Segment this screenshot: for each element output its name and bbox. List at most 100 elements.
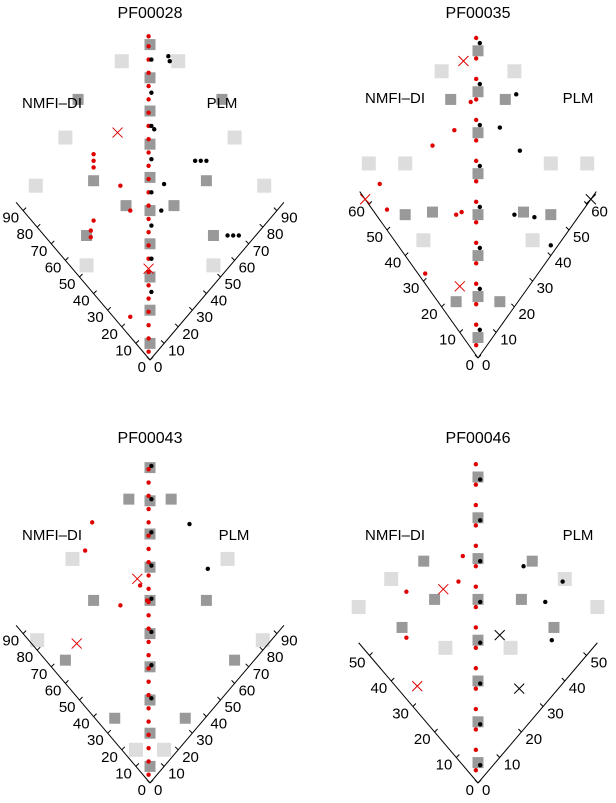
contact-point: [404, 589, 409, 594]
contact-cell: [200, 175, 212, 187]
contact-cell: [179, 712, 191, 724]
contact-cell: [445, 93, 457, 105]
tick-label: 50: [573, 229, 590, 246]
contact-point: [225, 233, 230, 238]
contact-point: [146, 322, 151, 328]
contact-cell: [515, 593, 527, 605]
contact-cell: [399, 209, 411, 221]
contact-point: [473, 35, 479, 41]
contact-cell: [206, 258, 221, 273]
contact-point: [473, 768, 479, 773]
tick-label: 0: [154, 359, 162, 376]
contact-point: [477, 681, 483, 686]
tick-label: 60: [348, 203, 365, 220]
contact-point: [473, 686, 479, 691]
contact-cell: [526, 555, 538, 567]
contact-point: [549, 638, 554, 643]
contact-point: [236, 233, 242, 238]
contact-point: [477, 81, 483, 87]
contact-point: [146, 150, 151, 155]
tick-label: 30: [196, 732, 213, 749]
cross-marker: [112, 127, 123, 138]
contact-cell: [120, 200, 132, 212]
tick-label: 90: [2, 633, 19, 650]
contact-point: [452, 127, 457, 133]
tick-mark: [65, 257, 69, 261]
contact-point: [473, 56, 479, 61]
contact-cell: [580, 156, 595, 171]
tick-label: 70: [31, 666, 48, 683]
contact-point: [205, 566, 211, 572]
contact-cell: [545, 209, 557, 221]
tick-mark: [245, 663, 250, 668]
tick-mark: [492, 329, 497, 333]
contact-point: [477, 477, 483, 482]
tick-mark: [65, 680, 69, 684]
contact-cell: [472, 553, 484, 565]
tick-label: 0: [466, 357, 474, 374]
tick-mark: [149, 356, 154, 361]
tick-label: 30: [403, 280, 420, 297]
tick-mark: [477, 779, 482, 784]
contact-point: [149, 596, 154, 601]
left-axis: [15, 201, 151, 361]
contact-point: [473, 625, 479, 630]
contact-cell: [144, 337, 156, 349]
contact-point: [91, 151, 96, 157]
contact-point: [146, 216, 151, 222]
contact-point: [149, 463, 154, 469]
contact-point: [146, 34, 151, 39]
contact-point: [118, 183, 123, 188]
tick-label: 40: [385, 255, 402, 272]
tick-mark: [107, 306, 112, 311]
tick-label: 30: [87, 309, 104, 326]
right-axis-label: PLM: [563, 90, 594, 107]
tick-label: 0: [138, 359, 146, 376]
cross-marker: [494, 629, 506, 641]
contact-cell: [525, 233, 540, 248]
tick-label: 40: [371, 680, 388, 697]
tick-mark: [441, 303, 445, 308]
tick-mark: [404, 252, 409, 256]
left-axis: [15, 624, 151, 784]
tick-mark: [121, 323, 126, 328]
contact-point: [91, 165, 96, 170]
contact-point: [146, 309, 151, 315]
contact-point: [473, 523, 479, 528]
tick-mark: [259, 223, 264, 228]
contact-point: [473, 117, 479, 123]
tick-label: 20: [101, 749, 118, 766]
contact-point: [149, 223, 154, 228]
contact-cell: [398, 156, 413, 171]
contact-point: [146, 336, 151, 341]
tick-mark: [203, 713, 207, 717]
tick-mark: [369, 652, 373, 656]
contact-point: [149, 256, 154, 261]
tick-mark: [245, 240, 250, 245]
contact-point: [146, 613, 151, 618]
tick-mark: [477, 354, 482, 359]
contact-point: [460, 553, 466, 559]
contact-point: [146, 732, 151, 738]
contact-cell: [438, 640, 453, 655]
contact-point: [543, 599, 548, 605]
contact-point: [473, 604, 479, 610]
contact-point: [152, 127, 157, 132]
contact-point: [384, 207, 390, 212]
cross-marker: [437, 583, 449, 595]
tick-mark: [231, 680, 235, 684]
contact-point: [146, 70, 151, 76]
contact-point: [149, 563, 154, 568]
tick-mark: [496, 754, 501, 758]
tick-label: 40: [569, 680, 586, 697]
contact-cell: [144, 205, 156, 217]
contact-point: [149, 123, 154, 129]
contact-cell: [543, 156, 558, 171]
contact-cell: [144, 72, 156, 84]
contact-point: [473, 343, 479, 348]
tick-mark: [36, 223, 41, 228]
contact-cell: [257, 178, 272, 193]
contact-cell: [472, 127, 484, 139]
contact-point: [473, 645, 479, 651]
